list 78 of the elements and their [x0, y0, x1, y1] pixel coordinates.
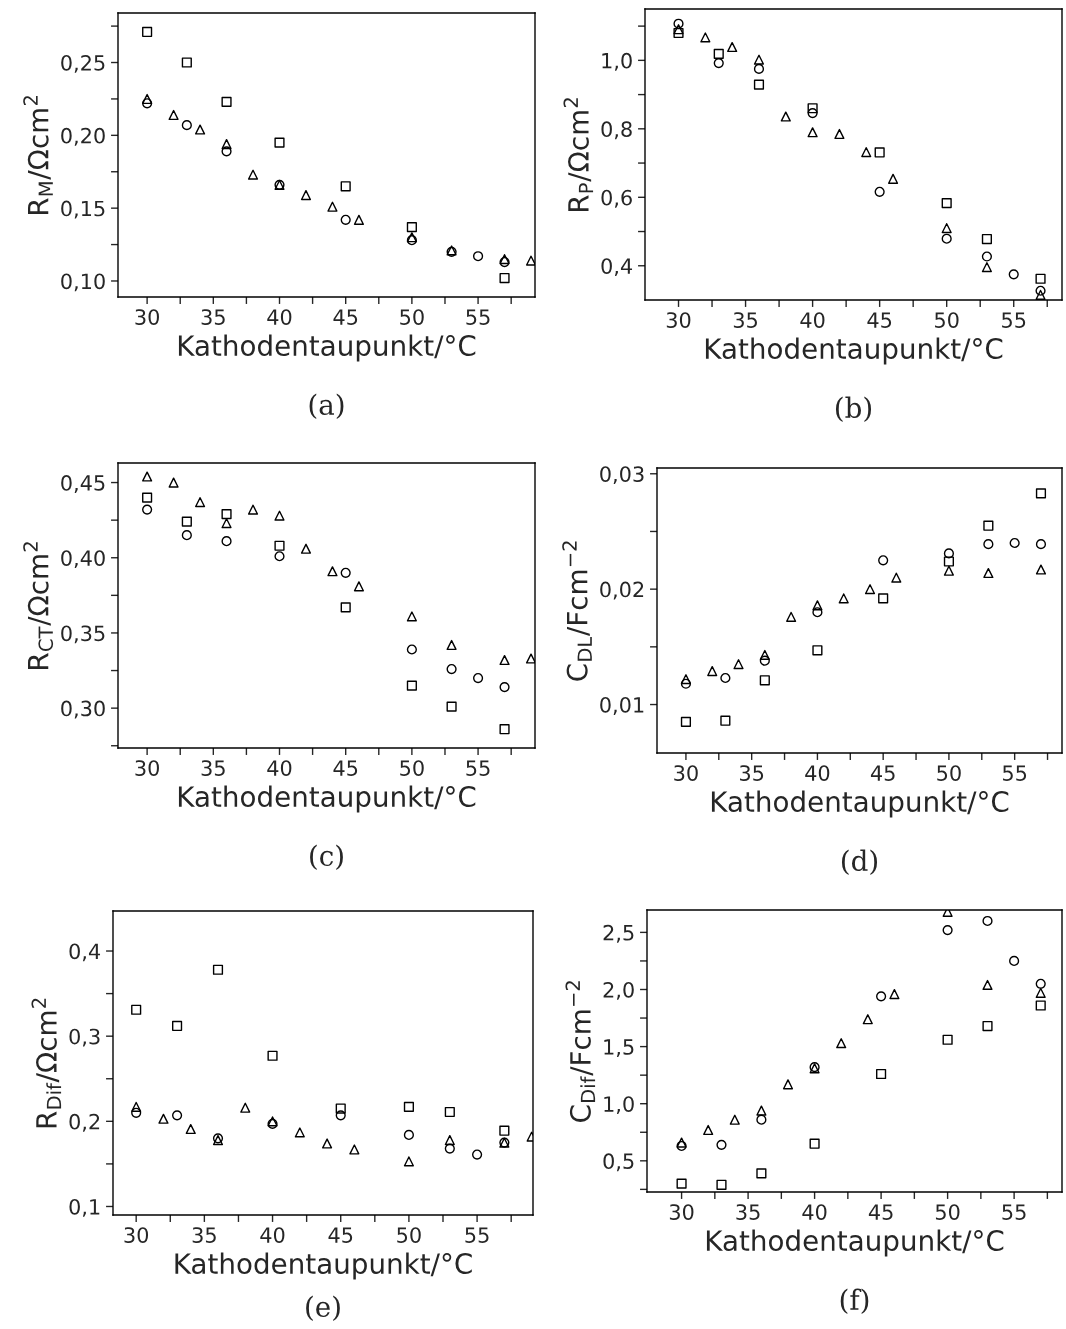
- y-axis-title: C$_{DL}$/Fcm$^{−2}$: [562, 541, 592, 681]
- x-tick-label: 45: [868, 1204, 893, 1220]
- y-tick-label: 2,0: [603, 981, 634, 1000]
- x-tick-label: 35: [201, 309, 225, 325]
- x-tick-label: 40: [805, 765, 830, 781]
- y-axis-title: R$_{P}$/Ωcm$^{2}$: [563, 98, 594, 212]
- x-tick-label: 40: [267, 760, 292, 776]
- y-tick-label: 0,1: [69, 1198, 100, 1217]
- x-axis-title: Kathodentaupunkt/°C: [705, 337, 1003, 365]
- x-tick-label: 35: [733, 312, 757, 328]
- x-tick-label: 55: [1002, 312, 1026, 328]
- x-tick-label: 55: [465, 1227, 489, 1243]
- y-tick-label: 2,5: [603, 924, 634, 943]
- x-tick-label: 40: [267, 309, 292, 325]
- x-tick-label: 35: [736, 1204, 760, 1220]
- x-tick-label: 35: [201, 760, 225, 776]
- x-axis-title: Kathodentaupunkt/°C: [706, 1229, 1004, 1257]
- x-tick-label: 30: [135, 309, 159, 325]
- y-tick-label: 0,3: [69, 1028, 100, 1047]
- y-tick-label: 0,01: [600, 696, 644, 715]
- x-tick-label: 40: [802, 1204, 827, 1220]
- text: (c): [310, 844, 343, 870]
- y-tick-label: 0,8: [601, 121, 632, 140]
- y-tick-label: 0,40: [61, 550, 105, 569]
- y-axis-title: R$_{CT}$/Ωcm$^{2}$: [23, 542, 54, 669]
- x-tick-label: 45: [867, 312, 892, 328]
- x-tick-label: 55: [1002, 1204, 1026, 1220]
- y-tick-label: 0,10: [61, 273, 105, 292]
- x-tick-label: 30: [135, 760, 159, 776]
- x-tick-label: 30: [669, 1204, 694, 1220]
- x-tick-label: 50: [397, 1227, 421, 1243]
- x-tick-label: 55: [1003, 765, 1027, 781]
- x-tick-label: 55: [466, 760, 490, 776]
- x-tick-label: 50: [935, 1204, 960, 1220]
- y-tick-label: 1,0: [602, 52, 632, 71]
- x-tick-label: 30: [124, 1227, 149, 1243]
- y-tick-label: 0,4: [601, 258, 633, 277]
- text: (f): [840, 1288, 869, 1314]
- text: (e): [306, 1295, 340, 1321]
- x-tick-label: 55: [466, 309, 490, 325]
- x-tick-label: 45: [328, 1227, 353, 1243]
- text: (b): [835, 396, 872, 422]
- x-tick-label: 45: [333, 760, 358, 776]
- x-tick-label: 30: [666, 312, 691, 328]
- y-axis-title: R$_{M}$/Ωcm$^{2}$: [23, 96, 53, 215]
- x-tick-label: 45: [333, 309, 358, 325]
- y-tick-label: 0,5: [603, 1153, 634, 1172]
- y-tick-label: 0,02: [600, 581, 644, 600]
- x-tick-label: 35: [740, 765, 764, 781]
- y-tick-label: 0,30: [61, 700, 105, 719]
- y-tick-label: 0,03: [600, 466, 644, 485]
- x-axis-title: Kathodentaupunkt/°C: [711, 790, 1009, 818]
- x-tick-label: 30: [674, 765, 698, 781]
- x-axis-title: Kathodentaupunkt/°C: [178, 334, 476, 362]
- x-tick-label: 35: [192, 1227, 216, 1243]
- x-tick-label: 45: [870, 765, 895, 781]
- y-tick-label: 0,20: [61, 127, 105, 146]
- x-tick-label: 50: [935, 312, 959, 328]
- x-axis-title: Kathodentaupunkt/°C: [178, 785, 476, 813]
- x-tick-label: 50: [937, 765, 961, 781]
- text: (a): [309, 393, 344, 419]
- y-tick-label: 0,45: [61, 475, 105, 493]
- y-axis-title: R$_{Dif}$/Ωcm$^{2}$: [31, 998, 62, 1128]
- y-tick-label: 0,15: [61, 200, 105, 219]
- y-tick-label: 0,4: [69, 943, 101, 962]
- y-axis-title: C$_{Dif}$/Fcm$^{−2}$: [565, 981, 596, 1122]
- x-axis-title: Kathodentaupunkt/°C: [175, 1252, 472, 1280]
- y-tick-label: 0,2: [69, 1113, 100, 1132]
- x-tick-label: 50: [400, 760, 424, 776]
- text: (d): [841, 849, 878, 875]
- x-tick-label: 40: [800, 312, 825, 328]
- x-tick-label: 40: [260, 1227, 285, 1243]
- y-tick-label: 0,6: [601, 189, 632, 208]
- x-tick-label: 50: [400, 309, 424, 325]
- y-tick-label: 0,25: [61, 54, 105, 73]
- y-tick-label: 1,0: [604, 1096, 634, 1115]
- y-tick-label: 1,5: [604, 1039, 634, 1057]
- y-tick-label: 0,35: [61, 625, 105, 644]
